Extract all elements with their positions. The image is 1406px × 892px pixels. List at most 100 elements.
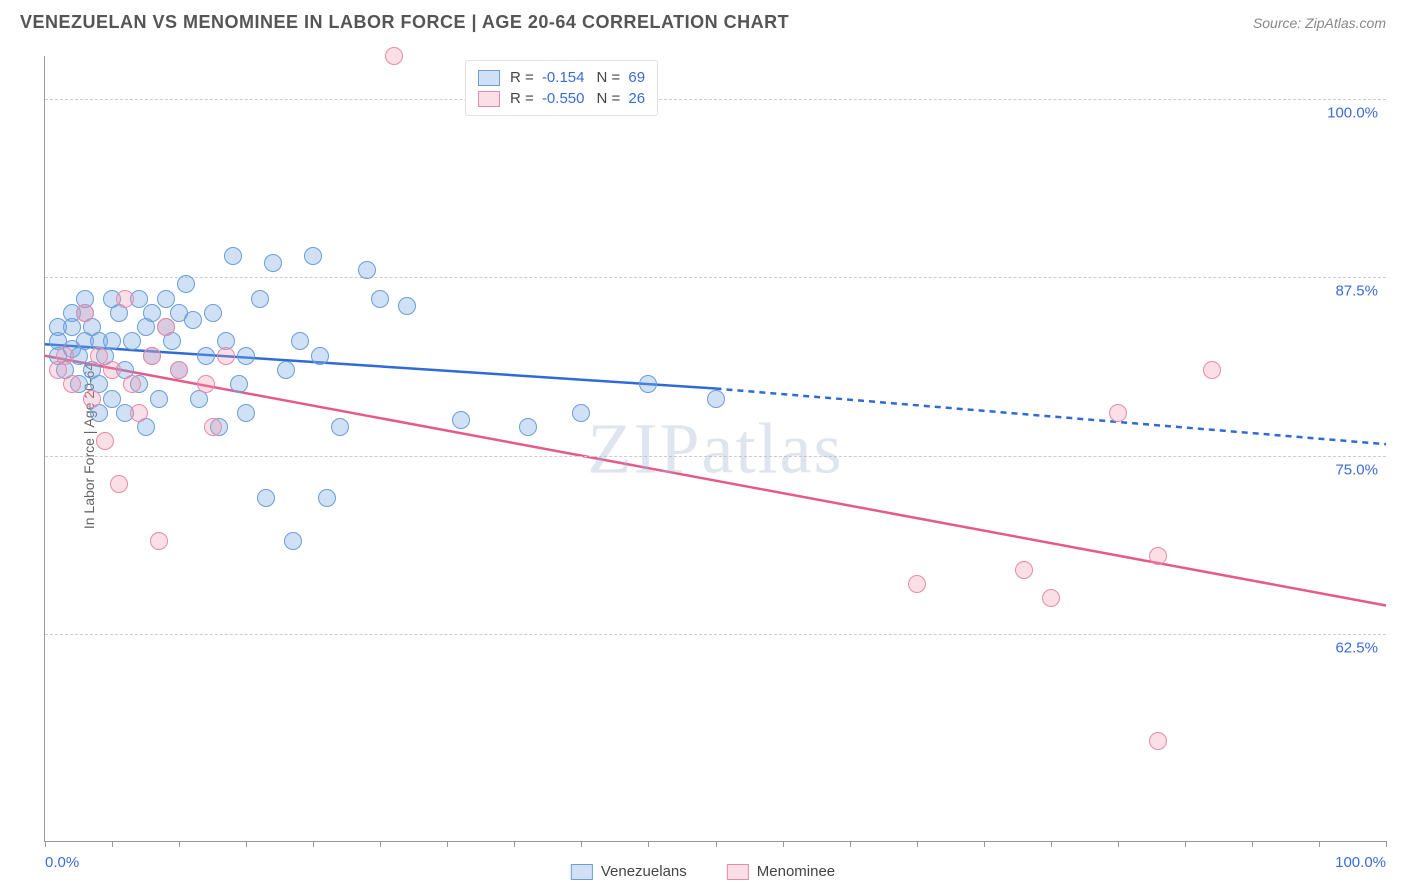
scatter-point bbox=[519, 418, 537, 436]
legend-item: Menominee bbox=[727, 863, 835, 880]
scatter-point bbox=[103, 390, 121, 408]
scatter-point bbox=[1109, 404, 1127, 422]
scatter-point bbox=[251, 290, 269, 308]
legend-swatch bbox=[727, 864, 749, 880]
scatter-point bbox=[197, 347, 215, 365]
x-tick bbox=[313, 841, 314, 847]
scatter-point bbox=[157, 318, 175, 336]
scatter-point bbox=[177, 275, 195, 293]
scatter-point bbox=[264, 254, 282, 272]
scatter-point bbox=[184, 311, 202, 329]
scatter-point bbox=[103, 361, 121, 379]
scatter-point bbox=[277, 361, 295, 379]
scatter-point bbox=[358, 261, 376, 279]
legend-stat-row: R = -0.154N = 69 bbox=[478, 67, 645, 88]
x-tick bbox=[380, 841, 381, 847]
legend-stat-row: R = -0.550N = 26 bbox=[478, 88, 645, 109]
x-tick bbox=[716, 841, 717, 847]
scatter-point bbox=[639, 375, 657, 393]
scatter-point bbox=[311, 347, 329, 365]
scatter-point bbox=[224, 247, 242, 265]
scatter-point bbox=[63, 375, 81, 393]
scatter-point bbox=[83, 390, 101, 408]
y-tick-label: 100.0% bbox=[1327, 104, 1378, 121]
x-tick bbox=[783, 841, 784, 847]
legend-label: Venezuelans bbox=[601, 863, 687, 880]
scatter-point bbox=[204, 304, 222, 322]
scatter-point bbox=[150, 532, 168, 550]
scatter-point bbox=[452, 411, 470, 429]
watermark-text: ZIPatlas bbox=[588, 407, 844, 490]
legend-swatch bbox=[571, 864, 593, 880]
gridline bbox=[45, 456, 1386, 457]
scatter-point bbox=[371, 290, 389, 308]
scatter-point bbox=[204, 418, 222, 436]
scatter-point bbox=[257, 489, 275, 507]
scatter-point bbox=[76, 304, 94, 322]
gridline bbox=[45, 99, 1386, 100]
correlation-scatter-chart: ZIPatlas R = -0.154N = 69 R = -0.550N = 2… bbox=[44, 56, 1386, 842]
scatter-point bbox=[1042, 589, 1060, 607]
x-tick-label: 100.0% bbox=[1335, 854, 1386, 871]
scatter-point bbox=[707, 390, 725, 408]
scatter-point bbox=[237, 347, 255, 365]
scatter-point bbox=[572, 404, 590, 422]
scatter-point bbox=[56, 347, 74, 365]
x-tick bbox=[112, 841, 113, 847]
scatter-point bbox=[217, 347, 235, 365]
scatter-point bbox=[385, 47, 403, 65]
scatter-point bbox=[1149, 547, 1167, 565]
x-tick bbox=[1386, 841, 1387, 847]
scatter-point bbox=[123, 375, 141, 393]
series-legend: Venezuelans Menominee bbox=[571, 863, 835, 880]
scatter-point bbox=[123, 332, 141, 350]
stats-legend-box: R = -0.154N = 69 R = -0.550N = 26 bbox=[465, 60, 658, 116]
x-tick-label: 0.0% bbox=[45, 854, 79, 871]
x-tick bbox=[246, 841, 247, 847]
scatter-point bbox=[291, 332, 309, 350]
x-tick bbox=[1118, 841, 1119, 847]
scatter-point bbox=[1203, 361, 1221, 379]
legend-item: Venezuelans bbox=[571, 863, 687, 880]
legend-stat-text: R = -0.550N = 26 bbox=[510, 90, 645, 107]
x-tick bbox=[1185, 841, 1186, 847]
source-attribution: Source: ZipAtlas.com bbox=[1253, 15, 1386, 31]
chart-title: VENEZUELAN VS MENOMINEE IN LABOR FORCE |… bbox=[20, 12, 789, 33]
x-tick bbox=[45, 841, 46, 847]
scatter-point bbox=[318, 489, 336, 507]
legend-label: Menominee bbox=[757, 863, 835, 880]
scatter-point bbox=[284, 532, 302, 550]
scatter-point bbox=[237, 404, 255, 422]
x-tick bbox=[581, 841, 582, 847]
y-tick-label: 87.5% bbox=[1335, 283, 1378, 300]
scatter-point bbox=[331, 418, 349, 436]
scatter-point bbox=[130, 404, 148, 422]
scatter-point bbox=[1149, 732, 1167, 750]
scatter-point bbox=[230, 375, 248, 393]
x-tick bbox=[1252, 841, 1253, 847]
legend-swatch bbox=[478, 91, 500, 107]
scatter-point bbox=[197, 375, 215, 393]
scatter-point bbox=[1015, 561, 1033, 579]
scatter-point bbox=[157, 290, 175, 308]
scatter-point bbox=[110, 475, 128, 493]
x-tick bbox=[850, 841, 851, 847]
legend-swatch bbox=[478, 70, 500, 86]
y-tick-label: 62.5% bbox=[1335, 640, 1378, 657]
scatter-point bbox=[908, 575, 926, 593]
scatter-point bbox=[150, 390, 168, 408]
scatter-point bbox=[116, 290, 134, 308]
x-tick bbox=[917, 841, 918, 847]
x-tick bbox=[648, 841, 649, 847]
scatter-point bbox=[304, 247, 322, 265]
scatter-point bbox=[143, 304, 161, 322]
scatter-point bbox=[143, 347, 161, 365]
scatter-point bbox=[90, 347, 108, 365]
x-tick bbox=[447, 841, 448, 847]
scatter-point bbox=[398, 297, 416, 315]
x-tick bbox=[514, 841, 515, 847]
y-tick-label: 75.0% bbox=[1335, 461, 1378, 478]
x-tick bbox=[179, 841, 180, 847]
scatter-point bbox=[170, 361, 188, 379]
scatter-point bbox=[103, 332, 121, 350]
